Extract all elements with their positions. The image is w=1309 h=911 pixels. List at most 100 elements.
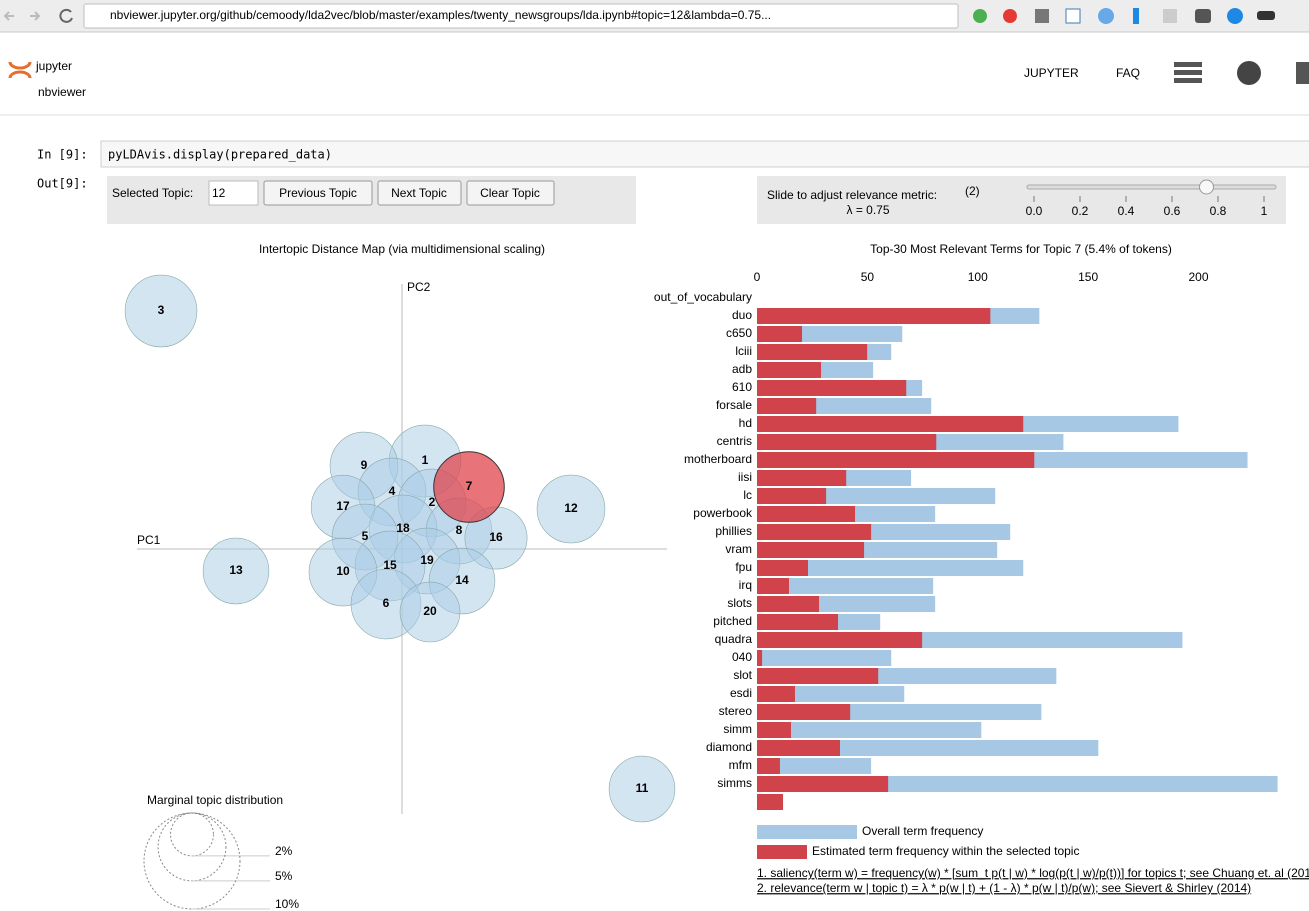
extension-icon[interactable]	[1227, 8, 1243, 24]
footnote[interactable]: 2. relevance(term w | topic t) = λ * p(w…	[757, 881, 1251, 895]
extension-icon[interactable]	[1035, 9, 1049, 23]
topic-circle[interactable]	[399, 581, 461, 643]
topic-circle[interactable]	[202, 537, 270, 605]
estimated-bar	[757, 452, 1035, 468]
topic-circle-selected[interactable]	[433, 451, 505, 523]
nav-link[interactable]: FAQ	[1116, 66, 1140, 80]
code: pyLDAvis.display(prepared_data)	[108, 148, 332, 162]
nav-icon[interactable]	[1174, 62, 1202, 83]
github-icon[interactable]	[1237, 61, 1261, 85]
estimated-bar	[757, 308, 991, 324]
legend-label: Overall term frequency	[862, 824, 983, 838]
overall-bar	[757, 560, 1024, 576]
extension-icon[interactable]	[1003, 9, 1017, 23]
topic-input[interactable]	[208, 180, 259, 206]
button-label: Next Topic	[391, 186, 447, 200]
estimated-bar	[757, 578, 790, 594]
button[interactable]	[377, 180, 462, 206]
slider-tick-label: 0.4	[1118, 204, 1135, 218]
overall-bar	[757, 758, 872, 774]
topic-label: 2	[429, 495, 436, 509]
extension-icon[interactable]	[1065, 8, 1081, 24]
estimated-bar	[757, 686, 795, 702]
term-label: vram	[725, 542, 752, 556]
size-legend-label: 10%	[275, 897, 299, 911]
url-field[interactable]	[83, 3, 959, 29]
topic-label: 8	[456, 523, 463, 537]
topic-label: 12	[564, 501, 578, 515]
slider-tick-label: 0.2	[1072, 204, 1089, 218]
topic-label: 7	[466, 479, 473, 493]
topic-circle[interactable]	[608, 755, 676, 823]
logo-text[interactable]: jupyter	[35, 59, 72, 73]
extension-icon[interactable]	[1163, 9, 1177, 23]
topic-input-value: 12	[212, 186, 226, 200]
slider-tick-label: 0.8	[1210, 204, 1227, 218]
back-button[interactable]	[3, 11, 14, 21]
lambda-value: λ = 0.75	[846, 203, 889, 217]
estimated-bar	[757, 794, 784, 810]
topic-label: 18	[396, 521, 410, 535]
extension-icon[interactable]	[973, 9, 987, 23]
topic-label: 13	[229, 563, 243, 577]
topic-label: 19	[420, 553, 434, 567]
overall-bar	[757, 578, 934, 594]
slider-tick-label: 0.0	[1026, 204, 1043, 218]
term-label: forsale	[716, 398, 752, 412]
estimated-bar	[757, 506, 856, 522]
extension-icon[interactable]	[1195, 9, 1211, 23]
estimated-bar	[757, 380, 907, 396]
download-icon[interactable]	[1296, 62, 1309, 84]
logo-subtext[interactable]: nbviewer	[38, 85, 86, 99]
estimated-bar	[757, 326, 803, 342]
topic-label: 20	[423, 604, 437, 618]
term-label: motherboard	[684, 452, 752, 466]
term-label: iisi	[738, 470, 752, 484]
forward-button[interactable]	[30, 11, 41, 21]
topic-label: 1	[422, 453, 429, 467]
estimated-bar	[757, 524, 872, 540]
url: nbviewer.jupyter.org/github/cemoody/lda2…	[110, 8, 771, 22]
slider-label: Slide to adjust relevance metric:	[767, 188, 937, 202]
chart-title: Intertopic Distance Map (via multidimens…	[259, 242, 545, 256]
overall-bar	[757, 740, 1099, 756]
term-label: lciii	[735, 344, 752, 358]
term-label: pitched	[713, 614, 752, 628]
slider-note: (2)	[965, 184, 980, 198]
button[interactable]	[263, 180, 373, 206]
term-label: esdi	[730, 686, 752, 700]
nav-link[interactable]: JUPYTER	[1024, 66, 1079, 80]
topic-label: 5	[362, 529, 369, 543]
extension-icon[interactable]	[1133, 8, 1139, 24]
code-box	[100, 140, 1309, 168]
topic-circle[interactable]	[124, 274, 198, 348]
button-label: Previous Topic	[279, 186, 357, 200]
topic-label: 6	[383, 596, 390, 610]
topic-label: 9	[361, 458, 368, 472]
chart-title: Top-30 Most Relevant Terms for Topic 7 (…	[870, 242, 1172, 256]
topic-circle[interactable]	[536, 474, 606, 544]
x-tick-label: 100	[968, 270, 988, 284]
in-prompt: In [9]:	[37, 148, 88, 162]
estimated-bar	[757, 488, 827, 504]
extension-icon[interactable]	[1257, 11, 1275, 20]
size-legend-title: Marginal topic distribution	[147, 793, 283, 807]
button[interactable]	[466, 180, 555, 206]
term-label: diamond	[706, 740, 752, 754]
footnote[interactable]: 1. saliency(term w) = frequency(w) * [su…	[757, 866, 1309, 880]
slider-track[interactable]	[1026, 184, 1277, 190]
legend-label: Estimated term frequency within the sele…	[812, 844, 1079, 858]
x-tick-label: 50	[861, 270, 875, 284]
estimated-bar	[757, 740, 841, 756]
reload-button[interactable]	[59, 8, 73, 23]
extension-icon[interactable]	[1098, 8, 1114, 24]
term-label: 040	[732, 650, 752, 664]
estimated-bar	[757, 776, 889, 792]
estimated-bar	[757, 704, 851, 720]
term-label: simm	[723, 722, 752, 736]
legend-swatch	[757, 825, 857, 839]
estimated-bar	[757, 434, 937, 450]
button-label: Clear Topic	[480, 186, 540, 200]
slider-tick-label: 1	[1261, 204, 1268, 218]
